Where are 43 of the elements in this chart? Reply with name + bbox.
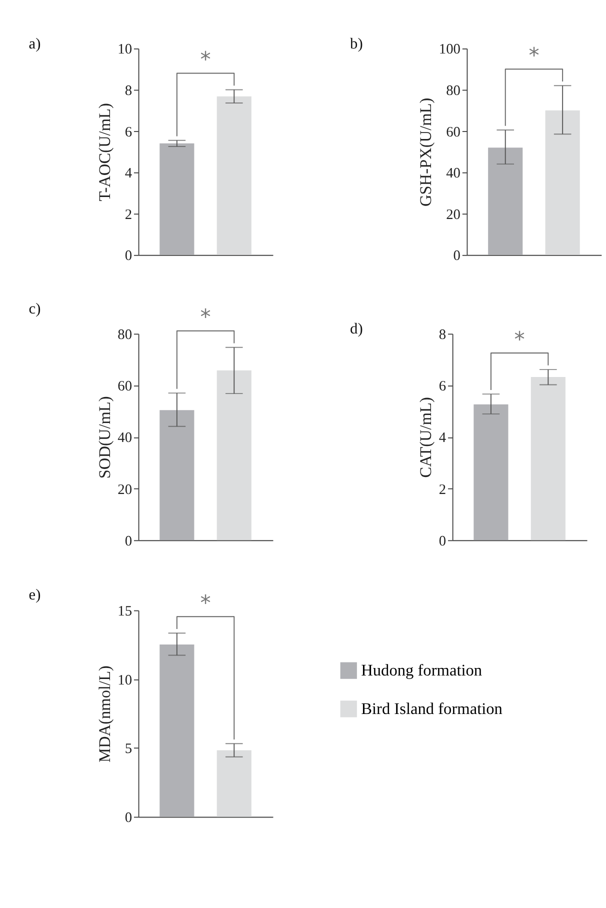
chart-title: b)	[350, 35, 363, 52]
chart-title: d)	[350, 320, 363, 338]
y-tick-label: 80	[446, 83, 460, 100]
y-axis-title: SOD(U/mL)	[94, 396, 114, 479]
y-tick-label: 20	[446, 206, 460, 223]
y-tick-label: 60	[118, 378, 132, 395]
chart-title: a)	[28, 35, 41, 52]
y-tick-label: 40	[118, 430, 132, 446]
chart-title: e)	[28, 586, 41, 604]
y-tick-label: 2	[124, 206, 132, 223]
y-tick-label: 20	[118, 482, 132, 498]
chart-title: c)	[28, 300, 41, 318]
y-axis-title: MDA(nmol/L)	[94, 666, 114, 762]
legend-label: Hudong formation	[361, 660, 482, 680]
y-tick-label: 10	[118, 672, 132, 688]
y-tick-label: 6	[438, 378, 446, 395]
y-tick-label: 10	[118, 42, 132, 58]
y-tick-label: 5	[124, 741, 132, 758]
y-tick-label: 0	[124, 810, 132, 826]
y-axis-title: CAT(U/mL)	[416, 397, 436, 478]
y-tick-label: 4	[124, 166, 132, 182]
annotation: *	[200, 46, 211, 72]
legend-label: Bird Island formation	[361, 698, 502, 718]
y-tick-label: 6	[124, 124, 132, 140]
y-tick-label: 15	[118, 604, 132, 620]
y-tick-label: 0	[438, 533, 446, 550]
y-tick-label: 2	[438, 482, 446, 498]
y-tick-label: 8	[124, 83, 132, 100]
text: *	[200, 304, 211, 330]
annotation: *	[528, 42, 540, 68]
y-tick-label: 40	[446, 166, 460, 182]
annotation: *	[514, 326, 525, 352]
y-tick-label: 8	[438, 326, 446, 343]
y-tick-label: 0	[124, 248, 132, 264]
y-tick-label: 0	[124, 533, 132, 550]
y-tick-label: 0	[453, 248, 460, 264]
y-axis-title: T-AOC(U/mL)	[94, 103, 114, 202]
annotation: *	[200, 590, 211, 615]
y-tick-label: 4	[438, 430, 446, 446]
y-tick-label: 60	[446, 124, 460, 140]
y-axis-title: GSH-PX(U/mL)	[416, 98, 436, 207]
y-tick-label: 80	[118, 326, 132, 343]
y-tick-label: 100	[438, 42, 460, 58]
